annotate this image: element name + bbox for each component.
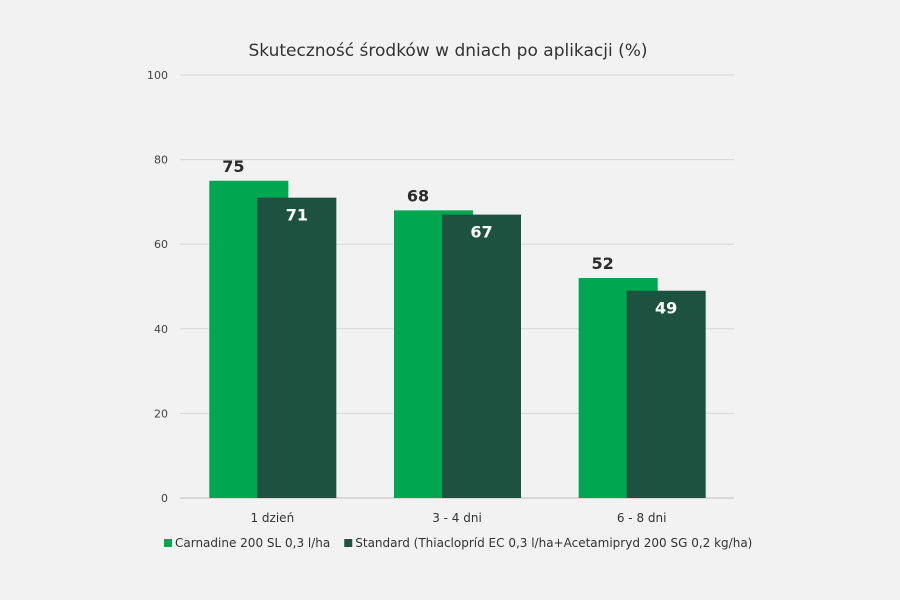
y-tick-label: 40 bbox=[154, 323, 168, 336]
legend-swatch bbox=[344, 539, 353, 547]
x-category-label: 6 - 8 dni bbox=[617, 511, 667, 525]
bars: 75 71 68 67 52 49 bbox=[209, 157, 706, 499]
y-tick-label: 0 bbox=[161, 492, 168, 505]
data-label: 75 bbox=[222, 157, 244, 176]
x-category-label: 1 dzień bbox=[250, 511, 294, 525]
x-category-label: 3 - 4 dni bbox=[432, 511, 482, 525]
y-tick-label: 80 bbox=[154, 154, 168, 167]
chart-title: Skuteczność środków w dniach po aplikacj… bbox=[248, 41, 647, 61]
bar bbox=[257, 197, 337, 499]
data-label: 52 bbox=[592, 254, 614, 273]
data-label: 49 bbox=[655, 299, 677, 318]
data-label: 71 bbox=[286, 206, 308, 225]
legend-item: Carnadine 200 SL 0,3 l/ha bbox=[164, 536, 330, 550]
data-label: 67 bbox=[470, 223, 492, 242]
data-label: 68 bbox=[407, 186, 429, 205]
bar bbox=[626, 290, 706, 498]
y-tick-label: 60 bbox=[154, 238, 168, 251]
y-tick-label: 20 bbox=[154, 407, 168, 420]
legend-label: Standard (Thiaclopríd EC 0,3 l/ha+Acetam… bbox=[355, 536, 752, 550]
legend-item: Standard (Thiaclopríd EC 0,3 l/ha+Acetam… bbox=[344, 536, 752, 550]
legend: Carnadine 200 SL 0,3 l/ha Standard (Thiac… bbox=[164, 536, 752, 550]
legend-swatch bbox=[164, 539, 172, 547]
x-axis-categories: 1 dzień 3 - 4 dni 6 - 8 dni bbox=[250, 511, 666, 525]
y-axis-ticks: 0 20 40 60 80 100 bbox=[147, 69, 168, 505]
y-tick-label: 100 bbox=[147, 69, 168, 82]
legend-label: Carnadine 200 SL 0,3 l/ha bbox=[175, 536, 330, 550]
bar bbox=[442, 214, 521, 498]
